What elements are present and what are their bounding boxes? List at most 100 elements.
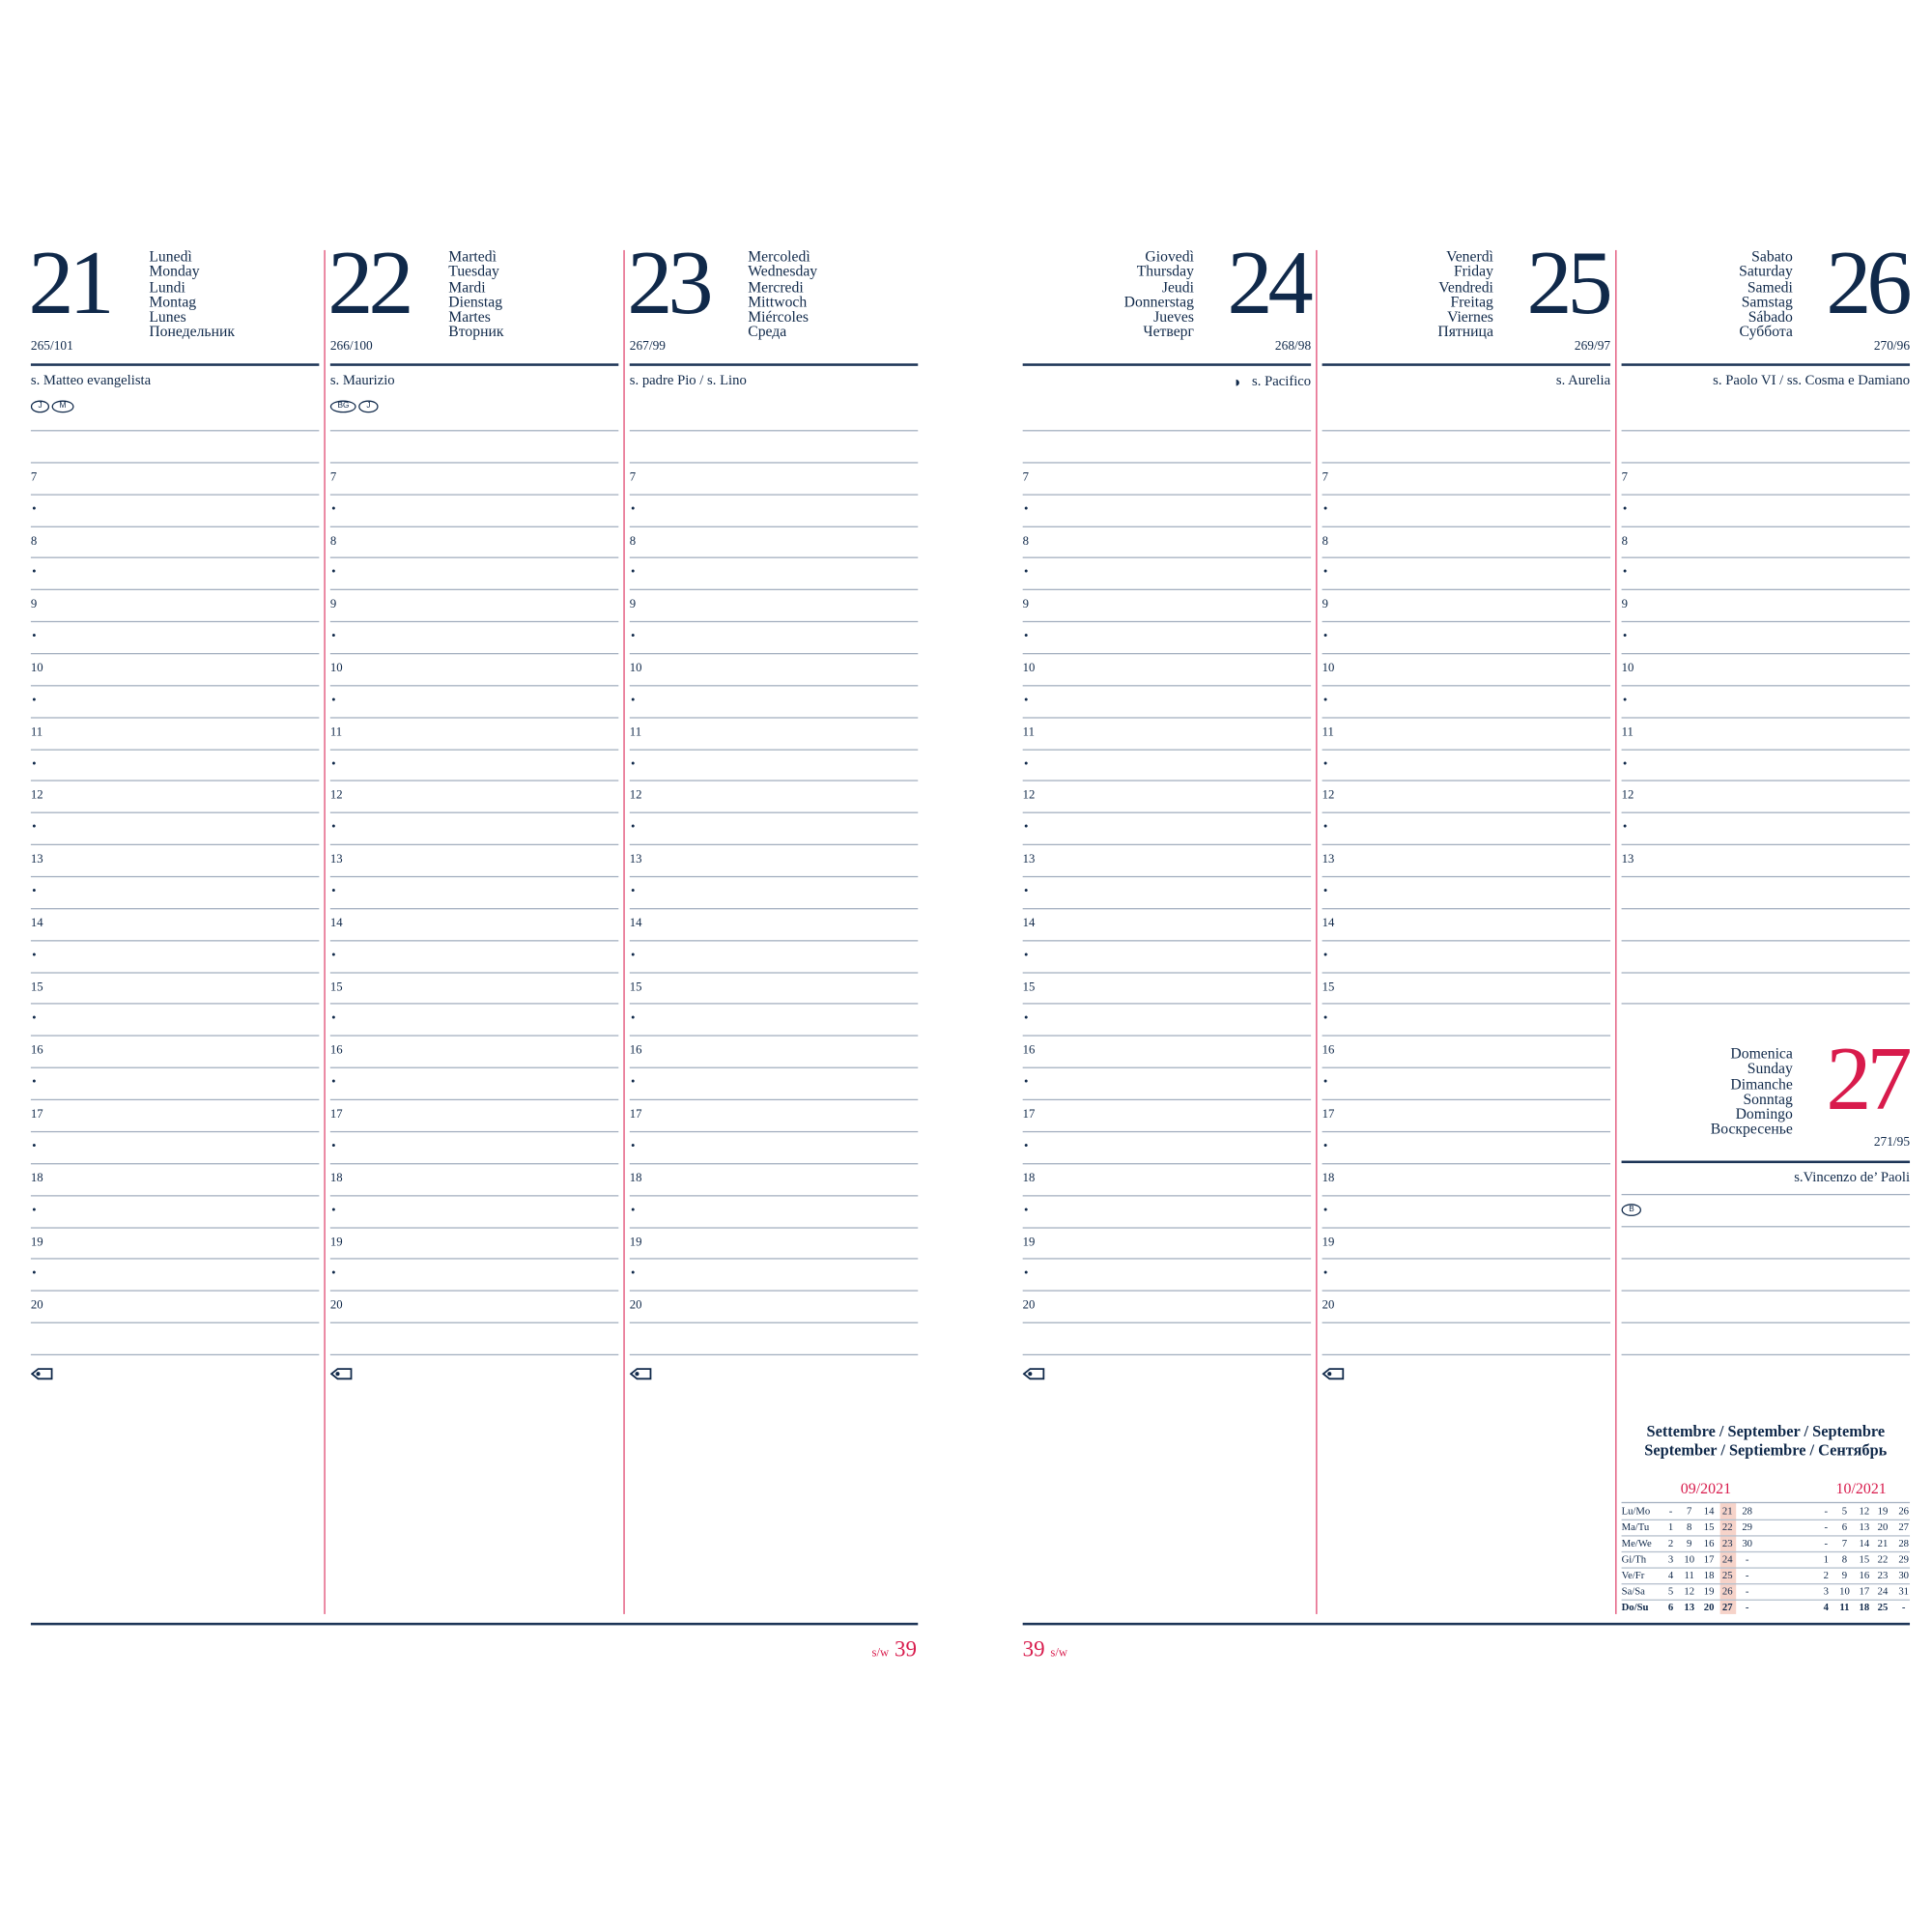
weekday-name: Lunes: [149, 308, 186, 326]
weekday-name: Sábado: [1747, 308, 1793, 326]
tag-icon[interactable]: [329, 1364, 353, 1386]
ruled-line: [30, 430, 320, 432]
ruled-line: [30, 1162, 320, 1165]
half-hour-bullet: •: [631, 566, 636, 581]
ruled-line: [1621, 557, 1911, 559]
hour-label: 11: [30, 724, 43, 739]
sunday-saint-row: s.Vincenzo de’ Paoli: [1622, 1171, 1910, 1185]
half-hour-bullet: •: [331, 566, 336, 581]
ruled-line: [1022, 1321, 1312, 1323]
weekday-name: Domingo: [1735, 1105, 1793, 1123]
weekday-abbrev: Sa/Sa: [1621, 1585, 1645, 1598]
weekday-name: Суббота: [1739, 323, 1793, 341]
half-hour-bullet: •: [32, 884, 37, 898]
ruled-line: [30, 1130, 320, 1133]
tag-icon[interactable]: [1022, 1364, 1045, 1386]
ruled-line: [1321, 748, 1611, 751]
half-hour-bullet: •: [32, 566, 37, 581]
day-number: 22: [327, 233, 413, 334]
half-hour-bullet: •: [1622, 756, 1628, 771]
ruled-line: [30, 1066, 320, 1069]
ruled-line: [1022, 1258, 1312, 1261]
weekday-name: Donnerstag: [1123, 293, 1194, 311]
weekday-names: Martedì Tuesday Mardi Dienstag Martes Вторник: [448, 248, 503, 340]
hour-label: 17: [329, 1107, 343, 1122]
calendar-date: 29: [1742, 1521, 1753, 1533]
half-hour-bullet: •: [1322, 756, 1328, 771]
ruled-line: [1321, 1194, 1611, 1197]
ruled-line: [629, 653, 919, 655]
ruled-line: [329, 843, 619, 846]
ruled-line: [329, 748, 619, 751]
ruled-line: [1621, 589, 1911, 591]
ruled-line: [1022, 589, 1312, 591]
hour-label: 15: [329, 980, 343, 994]
holiday-badge: J: [358, 400, 379, 413]
week-label: s/w: [1050, 1646, 1068, 1661]
hour-label: 10: [329, 661, 343, 675]
half-hour-bullet: •: [631, 693, 636, 707]
hour-label: 10: [30, 661, 43, 675]
calendar-date: 28: [1898, 1537, 1910, 1549]
ruled-line: [1321, 462, 1611, 464]
half-hour-bullet: •: [631, 1075, 636, 1090]
hour-label: 17: [30, 1107, 43, 1122]
left-page-bottom-rule: [30, 1622, 919, 1626]
weekday-name: Miércoles: [748, 308, 809, 326]
holiday-badge: M: [51, 400, 74, 413]
calendar-date: 11: [1839, 1602, 1850, 1613]
half-hour-bullet: •: [631, 884, 636, 898]
ruled-line: [629, 494, 919, 496]
calendar-date: 12: [1859, 1505, 1870, 1518]
half-hour-bullet: •: [1023, 629, 1029, 644]
ruled-line: [1022, 1290, 1312, 1293]
weekday-abbrev: Ve/Fr: [1621, 1569, 1645, 1581]
calendar-date: 10: [1839, 1585, 1850, 1598]
day-number: 25: [1526, 233, 1612, 334]
ruled-line: [30, 1098, 320, 1101]
ruled-line: [1321, 1035, 1611, 1037]
calendar-date: 1: [1823, 1553, 1829, 1565]
day-header-rule: [329, 363, 619, 366]
tag-icon[interactable]: [1321, 1364, 1345, 1386]
ruled-line: [329, 811, 619, 814]
ruled-line: [1022, 494, 1312, 496]
hour-label: 14: [30, 916, 43, 930]
weekday-name: Viernes: [1447, 308, 1493, 326]
hour-label: 13: [329, 852, 343, 867]
calendar-date: 17: [1859, 1585, 1870, 1598]
ruled-line: [1621, 748, 1911, 751]
current-week-highlight: [1719, 1503, 1737, 1614]
day-header-rule: [1621, 363, 1911, 366]
ruled-line: [629, 717, 919, 719]
calendar-date: 23: [1877, 1569, 1889, 1581]
calendar-date: 26: [1898, 1505, 1910, 1518]
ruled-line: [30, 939, 320, 942]
half-hour-bullet: •: [1023, 820, 1029, 835]
saint-of-day: s. Paolo VI / ss. Cosma e Damiano: [1713, 373, 1911, 388]
hour-label: 12: [1621, 788, 1634, 803]
hour-label: 10: [1621, 661, 1634, 675]
half-hour-bullet: •: [1023, 502, 1029, 517]
hour-label: 13: [1022, 852, 1036, 867]
ruled-line: [1321, 1003, 1611, 1006]
weekday-name: Monday: [149, 263, 200, 280]
half-hour-bullet: •: [631, 629, 636, 644]
ruled-line: [629, 430, 919, 432]
ruled-line: [629, 1290, 919, 1293]
hour-label: 9: [629, 598, 637, 612]
half-hour-bullet: •: [32, 1266, 37, 1281]
tag-icon[interactable]: [629, 1364, 652, 1386]
sunday-badges: B: [1621, 1204, 1642, 1216]
half-hour-bullet: •: [32, 1075, 37, 1090]
weekday-name: Sonntag: [1743, 1090, 1793, 1108]
hour-label: 14: [629, 916, 642, 930]
tag-icon[interactable]: [30, 1364, 53, 1386]
month-overview-title: Settembre / September / Septembre: [1646, 1423, 1886, 1441]
calendar-date: -: [1745, 1602, 1749, 1613]
half-hour-bullet: •: [631, 756, 636, 771]
hour-label: 12: [30, 788, 43, 803]
half-hour-bullet: •: [331, 502, 336, 517]
column-divider: [1316, 249, 1319, 1614]
